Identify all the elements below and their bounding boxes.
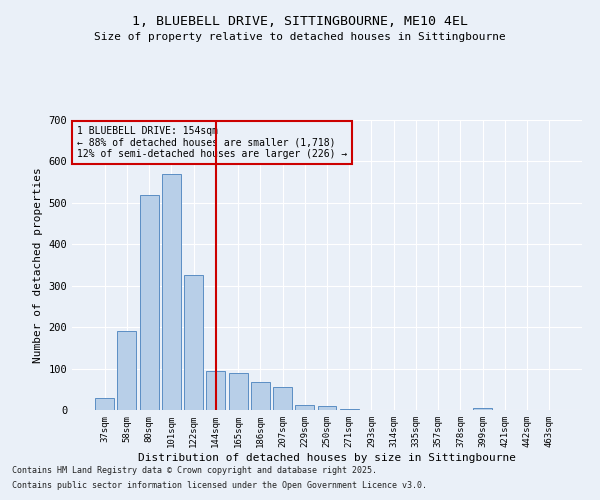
- Bar: [229, 372, 248, 410]
- Bar: [184, 276, 203, 410]
- Text: 1 BLUEBELL DRIVE: 154sqm
← 88% of detached houses are smaller (1,718)
12% of sem: 1 BLUEBELL DRIVE: 154sqm ← 88% of detach…: [77, 126, 347, 159]
- Text: 1, BLUEBELL DRIVE, SITTINGBOURNE, ME10 4EL: 1, BLUEBELL DRIVE, SITTINGBOURNE, ME10 4…: [132, 15, 468, 28]
- Bar: [118, 332, 136, 410]
- Bar: [251, 382, 270, 410]
- Bar: [273, 387, 292, 410]
- Bar: [206, 370, 225, 410]
- Text: Size of property relative to detached houses in Sittingbourne: Size of property relative to detached ho…: [94, 32, 506, 42]
- Bar: [340, 409, 359, 410]
- Text: Contains public sector information licensed under the Open Government Licence v3: Contains public sector information licen…: [12, 481, 427, 490]
- Bar: [295, 404, 314, 410]
- Bar: [95, 398, 114, 410]
- Text: Contains HM Land Registry data © Crown copyright and database right 2025.: Contains HM Land Registry data © Crown c…: [12, 466, 377, 475]
- Bar: [473, 408, 492, 410]
- Y-axis label: Number of detached properties: Number of detached properties: [33, 167, 43, 363]
- Bar: [140, 194, 158, 410]
- Bar: [317, 406, 337, 410]
- Bar: [162, 174, 181, 410]
- X-axis label: Distribution of detached houses by size in Sittingbourne: Distribution of detached houses by size …: [138, 452, 516, 462]
